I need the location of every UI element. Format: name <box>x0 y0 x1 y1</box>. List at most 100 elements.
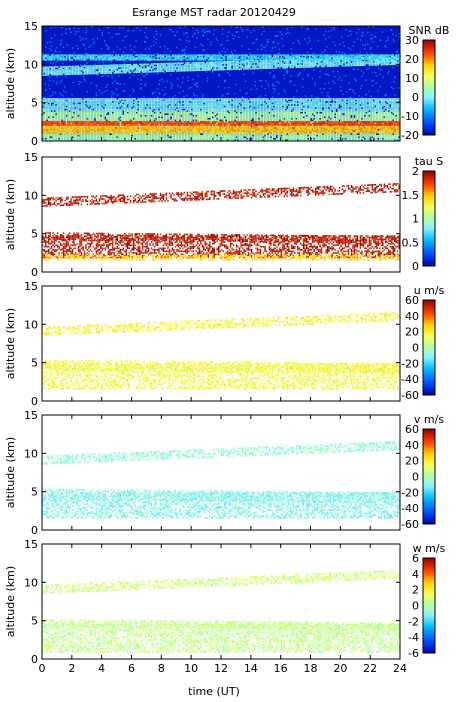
noise-cell <box>286 28 289 30</box>
data-cell <box>73 116 75 119</box>
data-cell <box>80 111 83 114</box>
data-cell <box>77 111 80 114</box>
data-cell <box>194 116 196 119</box>
data-cell <box>295 114 297 117</box>
data-cell <box>225 139 227 142</box>
data-cell <box>45 133 47 135</box>
data-cell <box>358 137 360 140</box>
data-cell <box>91 114 93 117</box>
data-cell <box>349 119 351 122</box>
noise-cell <box>334 76 336 78</box>
data-cell <box>240 137 242 140</box>
data-cell <box>189 121 192 123</box>
data-cell <box>224 119 226 122</box>
data-cell <box>323 139 326 142</box>
data-cell <box>273 113 275 115</box>
data-cell <box>315 116 317 119</box>
data-cell <box>256 134 259 137</box>
noise-cell <box>391 29 393 31</box>
data-cell <box>171 110 174 112</box>
data-cell <box>195 113 197 115</box>
data-cell <box>48 119 50 122</box>
data-cell <box>86 110 89 112</box>
noise-cell <box>158 93 161 95</box>
data-cell <box>186 139 189 142</box>
data-cell <box>182 116 184 119</box>
data-cell <box>146 113 148 115</box>
noise-cell <box>73 27 75 29</box>
data-cell <box>280 116 283 119</box>
data-cell <box>337 116 339 119</box>
data-cell <box>238 110 241 112</box>
data-cell <box>48 113 50 115</box>
data-cell <box>346 127 348 129</box>
data-cell <box>300 134 302 137</box>
noise-cell <box>252 42 254 45</box>
data-cell <box>159 136 162 138</box>
data-cell <box>270 119 272 122</box>
data-cell <box>164 118 166 120</box>
data-cell <box>46 113 48 115</box>
noise-cell <box>306 28 308 30</box>
data-cell <box>312 131 314 134</box>
data-cell <box>313 134 315 137</box>
data-cell <box>356 110 359 112</box>
data-cell <box>337 114 339 117</box>
noise-cell <box>202 94 204 96</box>
data-cell <box>331 111 333 114</box>
data-cell <box>49 134 51 137</box>
data-cell <box>165 139 168 142</box>
noise-cell <box>276 35 278 38</box>
noise-cell <box>137 78 140 80</box>
data-cell <box>162 133 165 135</box>
data-cell <box>144 119 147 122</box>
data-cell <box>106 118 108 120</box>
data-cell <box>125 139 127 142</box>
noise-cell <box>223 47 225 49</box>
data-cell <box>322 137 324 140</box>
data-cell <box>258 110 260 112</box>
noise-cell <box>338 51 341 53</box>
data-cell <box>155 133 157 135</box>
data-cell <box>74 116 77 119</box>
data-cell <box>231 118 233 120</box>
data-cell <box>371 134 374 137</box>
data-cell <box>252 110 254 112</box>
data-cell <box>294 137 296 140</box>
data-cell <box>328 110 330 112</box>
data-cell <box>59 110 62 112</box>
data-cell <box>162 116 165 119</box>
data-cell <box>104 110 107 112</box>
data-cell <box>250 111 253 114</box>
data-cell <box>365 116 368 119</box>
data-cell <box>136 114 138 117</box>
data-cell <box>103 119 105 122</box>
noise-cell <box>157 60 160 62</box>
data-cell <box>270 133 272 135</box>
data-cell <box>228 116 230 119</box>
data-cell <box>143 114 145 117</box>
data-cell <box>303 133 305 135</box>
noise-cell <box>390 86 393 88</box>
data-cell <box>62 136 65 138</box>
noise-cell <box>323 88 325 90</box>
data-cell <box>204 131 206 134</box>
data-cell <box>112 119 114 122</box>
data-cell <box>329 111 332 114</box>
data-cell <box>234 118 236 120</box>
data-cell <box>140 134 142 137</box>
data-cell <box>149 111 151 114</box>
noise-cell <box>321 91 323 94</box>
data-cell <box>155 114 157 117</box>
noise-cell <box>379 73 381 76</box>
data-cell <box>143 111 145 114</box>
noise-cell <box>226 35 228 38</box>
data-cell <box>198 137 200 140</box>
data-cell <box>218 134 220 137</box>
noise-cell <box>236 26 239 28</box>
data-cell <box>338 110 341 112</box>
data-cell <box>338 113 341 115</box>
data-cell <box>277 139 280 142</box>
data-cell <box>71 134 74 137</box>
